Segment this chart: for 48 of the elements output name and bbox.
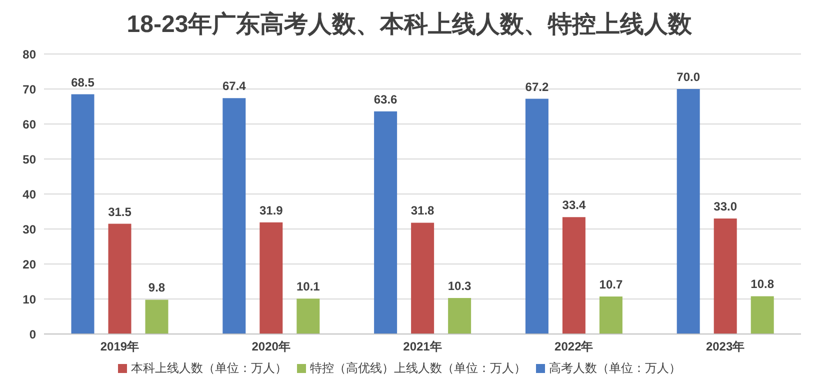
y-tick-label: 60 [22,117,36,132]
bar [448,298,472,334]
data-label: 67.4 [222,79,246,94]
bar [676,89,700,334]
y-tick-label: 40 [22,187,36,202]
bar [562,217,586,334]
bar [71,94,94,334]
bar [260,222,283,334]
data-label: 10.8 [750,277,774,292]
x-tick-label: 2021年 [403,340,442,354]
data-label: 31.8 [410,204,435,218]
bar [411,222,434,334]
data-label: 9.8 [148,280,166,295]
data-label: 31.5 [108,204,132,219]
y-tick-label: 80 [22,47,36,62]
bar [525,98,548,334]
data-label: 31.9 [259,203,284,218]
legend-label: 高考人数（单位：万人） [549,361,681,375]
data-label: 10.7 [599,278,623,292]
y-tick-label: 10 [22,292,36,306]
bar [296,298,320,334]
y-tick-label: 20 [22,257,36,272]
data-label: 63.6 [374,92,398,106]
data-label: 33.4 [562,198,586,212]
bar [222,98,246,334]
legend-label: 特控（高优线）上线人数（单位：万人） [310,361,526,375]
data-label: 10.1 [296,280,320,294]
legend-label: 本科上线人数（单位：万人） [131,361,287,375]
data-label: 70.0 [676,70,700,84]
y-tick-label: 70 [22,82,36,96]
bar [145,300,168,334]
data-label: 10.3 [448,278,472,293]
data-label: 67.2 [525,80,549,94]
x-tick-label: 2022年 [554,340,594,354]
chart-title: 18-23年广东高考人数、本科上线人数、特控上线人数 [126,10,694,40]
bar [374,111,398,334]
bar [750,296,774,334]
data-label: 33.0 [714,200,738,214]
x-tick-label: 2023年 [706,340,745,354]
bar [714,218,737,334]
x-tick-label: 2020年 [252,340,290,354]
bar [599,296,622,334]
x-tick-label: 2019年 [100,340,140,354]
data-label: 68.5 [71,75,95,90]
y-tick-label: 50 [22,152,36,166]
y-tick-label: 30 [22,222,36,236]
y-tick-label: 0 [29,327,36,342]
bar [108,224,132,334]
